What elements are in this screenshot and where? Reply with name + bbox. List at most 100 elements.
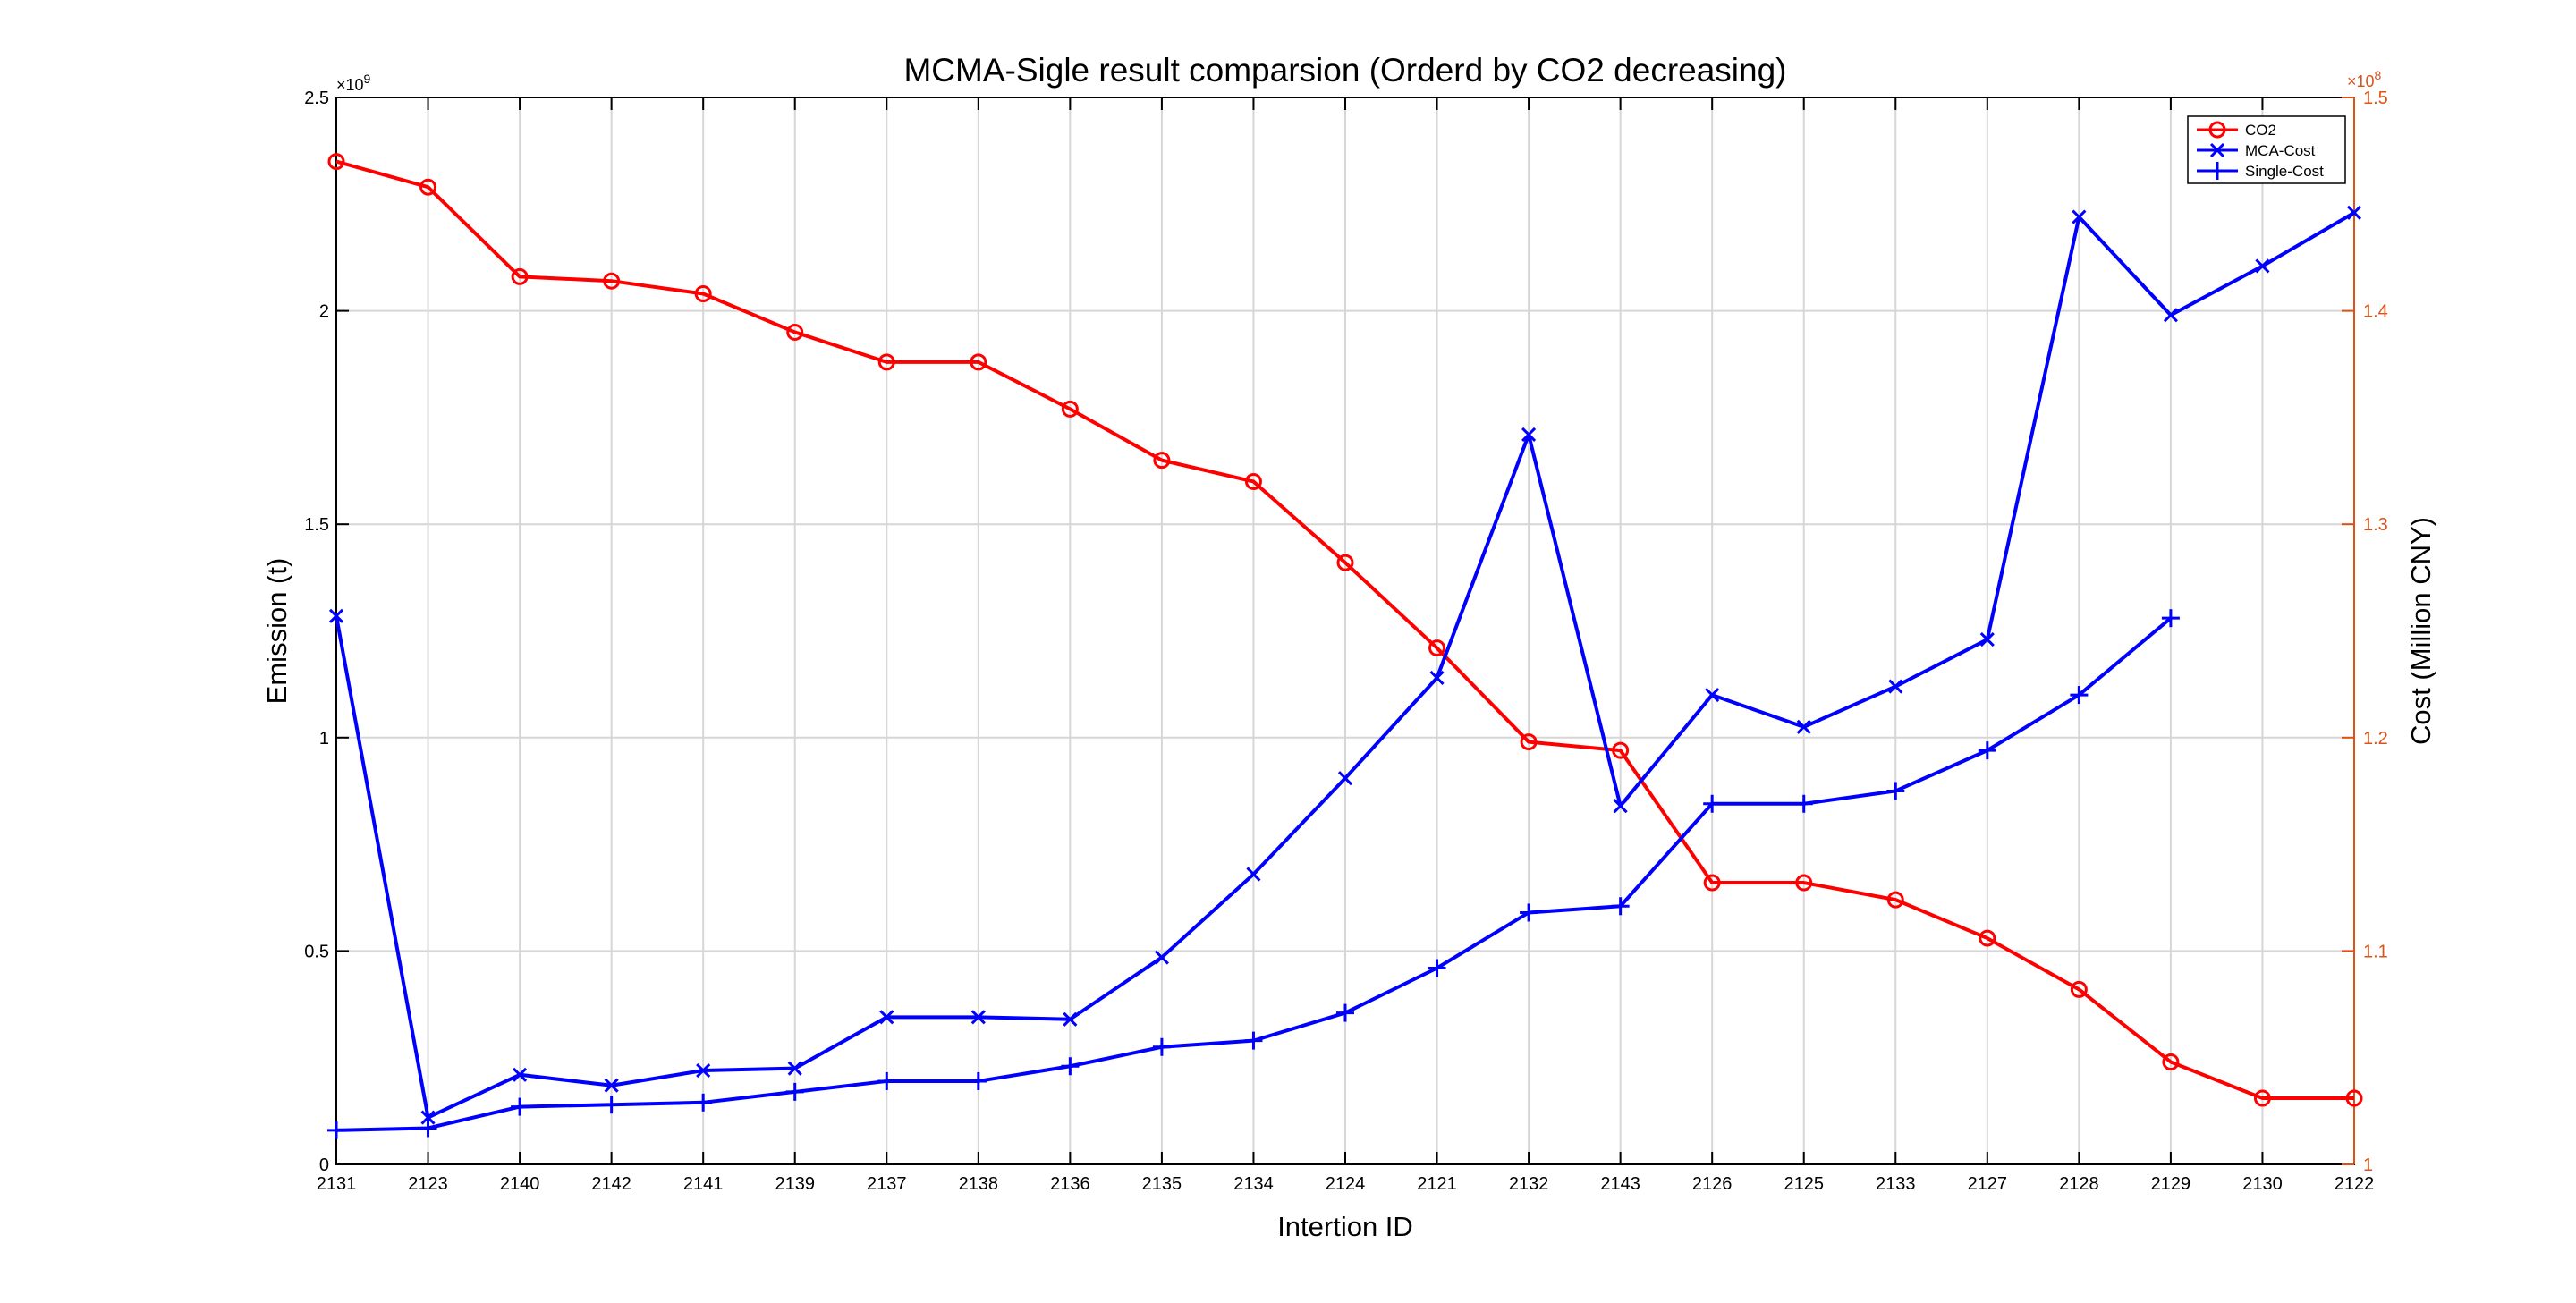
y-left-multiplier-base: ×10 bbox=[336, 76, 364, 94]
data-point-circle bbox=[603, 272, 621, 290]
data-point-circle bbox=[2208, 121, 2226, 139]
legend-item: MCA-Cost bbox=[2197, 142, 2316, 159]
x-tick-label: 2123 bbox=[408, 1174, 448, 1194]
data-point-plus bbox=[694, 1093, 713, 1112]
legend-label: MCA-Cost bbox=[2245, 142, 2316, 159]
x-tick-label: 2142 bbox=[591, 1174, 631, 1194]
data-point-plus bbox=[1703, 794, 1722, 813]
data-point-plus bbox=[2208, 162, 2226, 180]
legend-label: Single-Cost bbox=[2245, 163, 2324, 180]
data-point-x bbox=[1613, 799, 1628, 814]
x-tick-label: 2134 bbox=[1233, 1174, 1274, 1194]
legend: CO2 MCA-Cost Single-Cost bbox=[2187, 115, 2346, 184]
data-point-plus bbox=[419, 1119, 437, 1138]
data-point-x bbox=[2209, 142, 2225, 158]
data-point-x-stroke bbox=[1796, 719, 1811, 734]
data-point-plus bbox=[1244, 1031, 1263, 1050]
x-tick-label: 2131 bbox=[317, 1174, 357, 1194]
data-point-circle bbox=[1612, 741, 1630, 759]
x-tick-label: 2128 bbox=[2059, 1174, 2099, 1194]
data-point-plus bbox=[602, 1096, 621, 1114]
y-left-tick-label: 0.5 bbox=[304, 942, 329, 961]
x-tick-label: 2136 bbox=[1050, 1174, 1090, 1194]
y-right-axis-label: Cost (Million CNY) bbox=[2405, 517, 2436, 745]
x-tick-label: 2130 bbox=[2242, 1174, 2283, 1194]
data-point-circle bbox=[1703, 874, 1721, 892]
data-point-x bbox=[1888, 679, 1903, 694]
data-point-plus bbox=[2070, 686, 2089, 705]
x-axis-label: Intertion ID bbox=[1277, 1211, 1413, 1242]
data-point-x bbox=[787, 1061, 802, 1076]
data-point-plus bbox=[785, 1082, 804, 1101]
data-point-x-stroke bbox=[787, 1061, 802, 1076]
data-point-circle bbox=[1244, 472, 1262, 490]
data-point-x bbox=[1796, 719, 1811, 734]
data-point-x bbox=[1979, 631, 1995, 647]
y-right-multiplier-base: ×10 bbox=[2347, 72, 2375, 90]
x-tick-label: 2143 bbox=[1600, 1174, 1640, 1194]
data-point-x bbox=[1337, 771, 1353, 786]
x-tick-label: 2135 bbox=[1142, 1174, 1182, 1194]
y-right-multiplier-exponent: 8 bbox=[2375, 68, 2382, 82]
legend-item: Single-Cost bbox=[2197, 162, 2324, 180]
x-tick-label: 2124 bbox=[1326, 1174, 1366, 1194]
data-point-x-stroke bbox=[1705, 688, 1720, 703]
data-point-plus bbox=[1428, 959, 1446, 977]
data-point-x bbox=[2255, 258, 2270, 274]
data-point-circle bbox=[786, 323, 804, 341]
data-point-plus bbox=[1794, 794, 1813, 813]
data-point-circle bbox=[1520, 733, 1538, 751]
y-left-tick-label: 1.5 bbox=[304, 515, 329, 535]
data-point-x-stroke bbox=[1613, 799, 1628, 814]
data-point-x-stroke bbox=[2072, 209, 2087, 224]
data-point-circle bbox=[2070, 980, 2088, 998]
y-right-tick-label: 1.2 bbox=[2363, 729, 2388, 749]
x-tick-label: 2133 bbox=[1876, 1174, 1916, 1194]
data-point-x-stroke bbox=[1888, 679, 1903, 694]
series-co2 bbox=[327, 153, 2363, 1107]
x-tick-label: 2122 bbox=[2334, 1174, 2375, 1194]
data-point-circle bbox=[419, 178, 437, 196]
data-point-x bbox=[1521, 427, 1537, 443]
data-point-circle bbox=[2253, 1089, 2271, 1107]
y-left-multiplier-exponent: 9 bbox=[364, 72, 371, 86]
x-tick-label: 2140 bbox=[500, 1174, 540, 1194]
y-right-tick-label: 1.4 bbox=[2363, 302, 2388, 322]
data-point-circle bbox=[1061, 400, 1079, 418]
data-point-x-stroke bbox=[2346, 205, 2362, 220]
x-tick-label: 2121 bbox=[1417, 1174, 1457, 1194]
data-point-circle bbox=[1153, 452, 1171, 470]
data-point-x bbox=[970, 1010, 986, 1025]
data-point-plus bbox=[2161, 609, 2180, 628]
data-point-x-stroke bbox=[420, 1110, 436, 1125]
data-point-plus bbox=[877, 1071, 896, 1090]
data-point-x-stroke bbox=[1246, 867, 1261, 882]
data-point-x-stroke bbox=[879, 1010, 894, 1025]
y-right-multiplier: ×108 bbox=[2347, 68, 2382, 90]
data-point-x-stroke bbox=[513, 1067, 528, 1082]
y-left-tick-label: 2.5 bbox=[304, 89, 329, 108]
data-point-x bbox=[879, 1010, 894, 1025]
data-point-plus bbox=[511, 1097, 530, 1116]
y-right-tick-label: 1.3 bbox=[2363, 515, 2388, 535]
data-point-x bbox=[420, 1110, 436, 1125]
data-point-circle bbox=[1886, 891, 1904, 909]
data-point-circle bbox=[970, 353, 987, 371]
axis-ticks: 2131 2123 2140 2142 2141 2139 2137 2138 2136 2135… bbox=[304, 89, 2388, 1194]
data-point-plus bbox=[1061, 1057, 1080, 1076]
data-point-plus bbox=[1520, 903, 1538, 922]
data-point-x-stroke bbox=[1154, 950, 1169, 965]
x-tick-label: 2141 bbox=[683, 1174, 724, 1194]
data-point-x-stroke bbox=[1429, 670, 1445, 686]
data-point-x-stroke bbox=[604, 1078, 619, 1093]
x-tick-label: 2139 bbox=[775, 1174, 815, 1194]
y-right-tick-label: 1 bbox=[2363, 1155, 2373, 1175]
series-line bbox=[335, 159, 2354, 1101]
y-left-tick-label: 0 bbox=[319, 1155, 329, 1175]
x-tick-label: 2129 bbox=[2151, 1174, 2191, 1194]
legend-label: CO2 bbox=[2245, 122, 2276, 139]
data-point-x-stroke bbox=[970, 1010, 986, 1025]
